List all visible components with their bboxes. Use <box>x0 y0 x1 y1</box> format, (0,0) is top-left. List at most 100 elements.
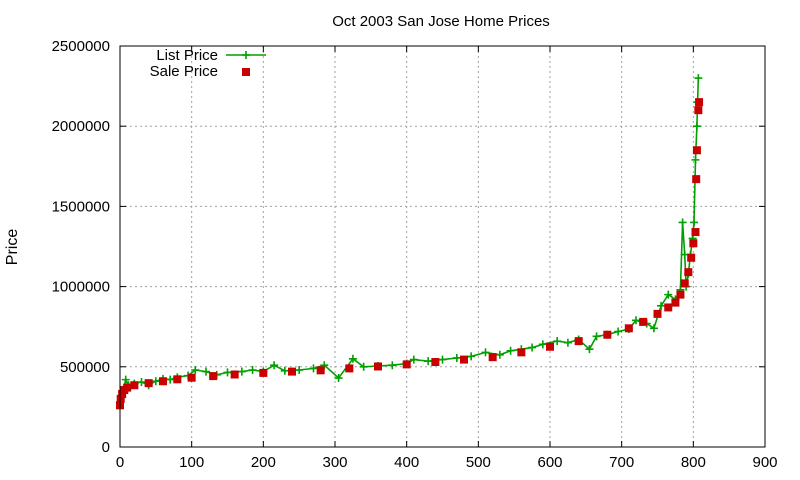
list-price-point <box>137 378 146 387</box>
x-tick-label: 200 <box>251 454 276 471</box>
list-price-point <box>424 357 433 366</box>
sale-price-point <box>144 379 153 388</box>
list-price-point <box>691 155 700 164</box>
sale-price-point <box>209 372 218 381</box>
list-price-point <box>237 367 246 376</box>
list-price-point <box>334 374 343 383</box>
sale-price-point <box>684 268 693 277</box>
list-price-point <box>649 324 658 333</box>
sale-price-point <box>603 330 612 339</box>
legend-label-sale-price: Sale Price <box>150 63 218 80</box>
sale-price-point <box>259 368 268 377</box>
sale-price-point <box>692 175 701 184</box>
axis-ticks <box>119 45 766 448</box>
list-price-point <box>359 362 368 371</box>
plot-area <box>116 74 704 410</box>
list-price-point <box>121 375 130 384</box>
sale-price-point <box>173 375 182 384</box>
list-price-point <box>151 377 160 386</box>
grid-lines <box>120 46 765 447</box>
list-price-point <box>657 301 666 310</box>
y-tick-label: 0 <box>102 439 110 456</box>
sale-price-point <box>687 253 696 262</box>
list-price-point <box>191 366 200 375</box>
sale-price-point <box>230 370 239 379</box>
sale-price-point <box>316 366 325 375</box>
list-price-point <box>388 361 397 370</box>
sale-price-point <box>517 348 526 357</box>
x-tick-label: 500 <box>466 454 491 471</box>
x-tick-label: 100 <box>179 454 204 471</box>
sale-price-point <box>692 146 701 155</box>
legend-square-marker <box>242 68 250 76</box>
sale-price-point <box>546 342 554 351</box>
x-tick-label: 600 <box>537 454 562 471</box>
x-tick-label: 400 <box>394 454 419 471</box>
list-price-point <box>553 337 562 346</box>
list-price-point <box>348 354 357 363</box>
y-tick-label: 2500000 <box>52 38 110 55</box>
list-price-point <box>632 316 640 325</box>
list-price-point <box>592 332 601 341</box>
sale-price-point <box>639 317 648 326</box>
series-sale-price <box>116 98 704 410</box>
list-price-point <box>452 353 461 362</box>
sale-price-point <box>695 98 704 107</box>
tick-labels: 0 100 200 300 400 500 600 700 800 900 0 500000 10000… <box>52 38 778 471</box>
sale-price-point <box>123 383 132 392</box>
sale-price-point <box>664 303 673 312</box>
list-price-point <box>692 122 701 131</box>
list-price-point <box>270 361 279 370</box>
sale-price-point <box>345 364 354 373</box>
sale-price-point <box>689 239 698 248</box>
legend-sample-sale-price <box>242 68 250 76</box>
x-tick-label: 900 <box>752 454 777 471</box>
x-tick-label: 800 <box>681 454 706 471</box>
list-price-point <box>409 355 418 364</box>
legend-label-list-price: List Price <box>156 47 218 64</box>
legend: List Price Sale Price <box>150 47 266 80</box>
list-price-point <box>690 218 699 227</box>
list-price-point <box>614 327 623 336</box>
sale-price-point <box>130 381 139 390</box>
list-price-point <box>467 352 476 361</box>
sale-price-point <box>116 394 125 403</box>
sale-price-point <box>694 106 703 115</box>
sale-price-point <box>574 337 583 346</box>
sale-price-point <box>691 228 700 237</box>
legend-sample-list-price <box>226 51 266 59</box>
list-price-point <box>585 345 594 354</box>
sale-price-point <box>653 309 662 318</box>
sale-price-point <box>374 362 382 371</box>
list-price-point <box>438 355 447 364</box>
list-price-point <box>248 366 257 375</box>
sale-price-point <box>676 290 685 299</box>
list-price-point <box>563 338 572 347</box>
series-list-price <box>116 74 703 407</box>
y-tick-label: 1500000 <box>52 198 110 215</box>
sale-price-point <box>118 390 127 399</box>
list-price-point <box>538 340 547 349</box>
sale-price-point <box>488 353 497 362</box>
list-price-point <box>495 350 504 359</box>
list-price-point <box>506 346 515 355</box>
y-tick-label: 2000000 <box>52 118 110 135</box>
list-price-point <box>202 367 210 376</box>
y-axis-label: Price <box>4 229 21 266</box>
sale-price-point <box>460 355 468 364</box>
list-price-point <box>309 364 318 373</box>
list-price-point <box>664 290 673 299</box>
list-price-point <box>678 218 687 227</box>
legend-plus-marker <box>242 51 250 59</box>
sale-price-point <box>288 367 296 376</box>
chart-title: Oct 2003 San Jose Home Prices <box>332 13 550 30</box>
sale-price-point <box>402 360 411 369</box>
list-price-point <box>694 74 703 83</box>
list-price-point <box>481 348 490 357</box>
x-tick-label: 300 <box>322 454 347 471</box>
list-price-point <box>223 368 232 377</box>
list-price-point <box>295 366 304 375</box>
list-price-point <box>166 375 175 384</box>
list-price-point <box>280 366 289 375</box>
